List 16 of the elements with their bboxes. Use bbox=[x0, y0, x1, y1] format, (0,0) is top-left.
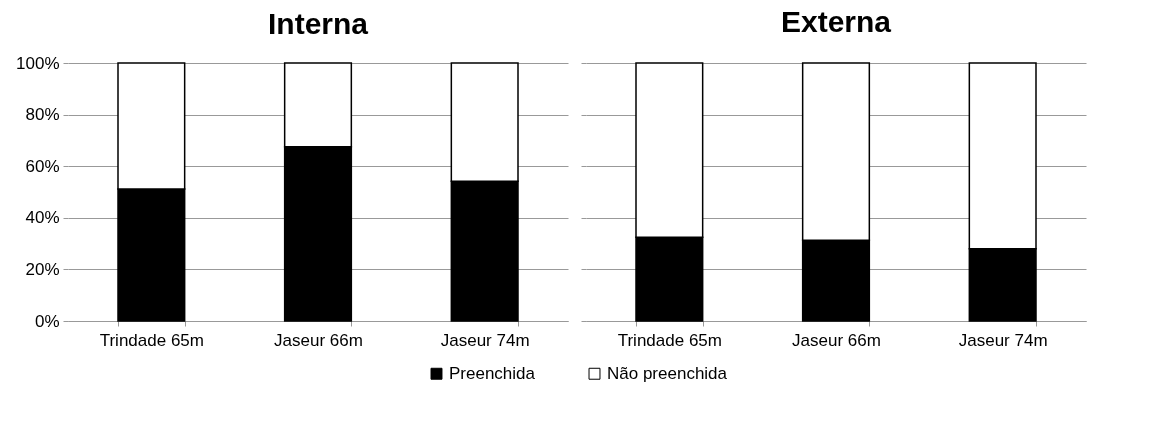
chart-title: Interna bbox=[267, 7, 369, 40]
legend-label: Preenchida bbox=[449, 363, 536, 383]
x-tick-label: Jaseur 66m bbox=[792, 330, 881, 350]
y-tick-label: 0% bbox=[34, 311, 60, 331]
y-tick-label: 60% bbox=[25, 156, 60, 176]
x-tick-label: Trindade 65m bbox=[617, 330, 722, 350]
y-tick-label: 100% bbox=[16, 53, 60, 73]
legend-label: Não preenchida bbox=[607, 363, 728, 383]
chart-title: Externa bbox=[780, 5, 892, 39]
x-tick-label: Jaseur 74m bbox=[440, 330, 530, 350]
y-tick-label: 20% bbox=[25, 259, 60, 279]
y-tick-label: 80% bbox=[25, 105, 60, 125]
x-tick-label: Jaseur 66m bbox=[274, 330, 363, 350]
y-tick-label: 40% bbox=[25, 208, 60, 228]
x-tick-label: Trindade 65m bbox=[99, 330, 204, 350]
x-tick-label: Jaseur 74m bbox=[958, 330, 1048, 350]
